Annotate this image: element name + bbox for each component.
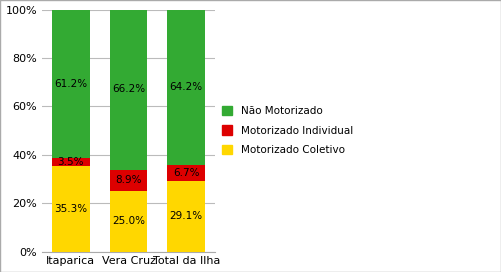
Bar xyxy=(167,165,205,181)
Text: 64.2%: 64.2% xyxy=(170,82,203,92)
Legend: Não Motorizado, Motorizado Individual, Motorizado Coletivo: Não Motorizado, Motorizado Individual, M… xyxy=(222,106,353,155)
Bar xyxy=(52,166,90,252)
Bar xyxy=(110,191,147,252)
Text: 61.2%: 61.2% xyxy=(54,79,88,89)
Text: 3.5%: 3.5% xyxy=(58,157,84,167)
Bar xyxy=(167,10,205,165)
Bar xyxy=(52,158,90,166)
Bar xyxy=(52,10,90,158)
Bar xyxy=(110,169,147,191)
Bar xyxy=(167,181,205,252)
Text: 29.1%: 29.1% xyxy=(170,211,203,221)
Text: 35.3%: 35.3% xyxy=(54,204,88,214)
Text: 8.9%: 8.9% xyxy=(115,175,142,185)
Text: 66.2%: 66.2% xyxy=(112,84,145,94)
Bar xyxy=(110,9,147,169)
Text: 25.0%: 25.0% xyxy=(112,216,145,226)
Text: 6.7%: 6.7% xyxy=(173,168,199,178)
